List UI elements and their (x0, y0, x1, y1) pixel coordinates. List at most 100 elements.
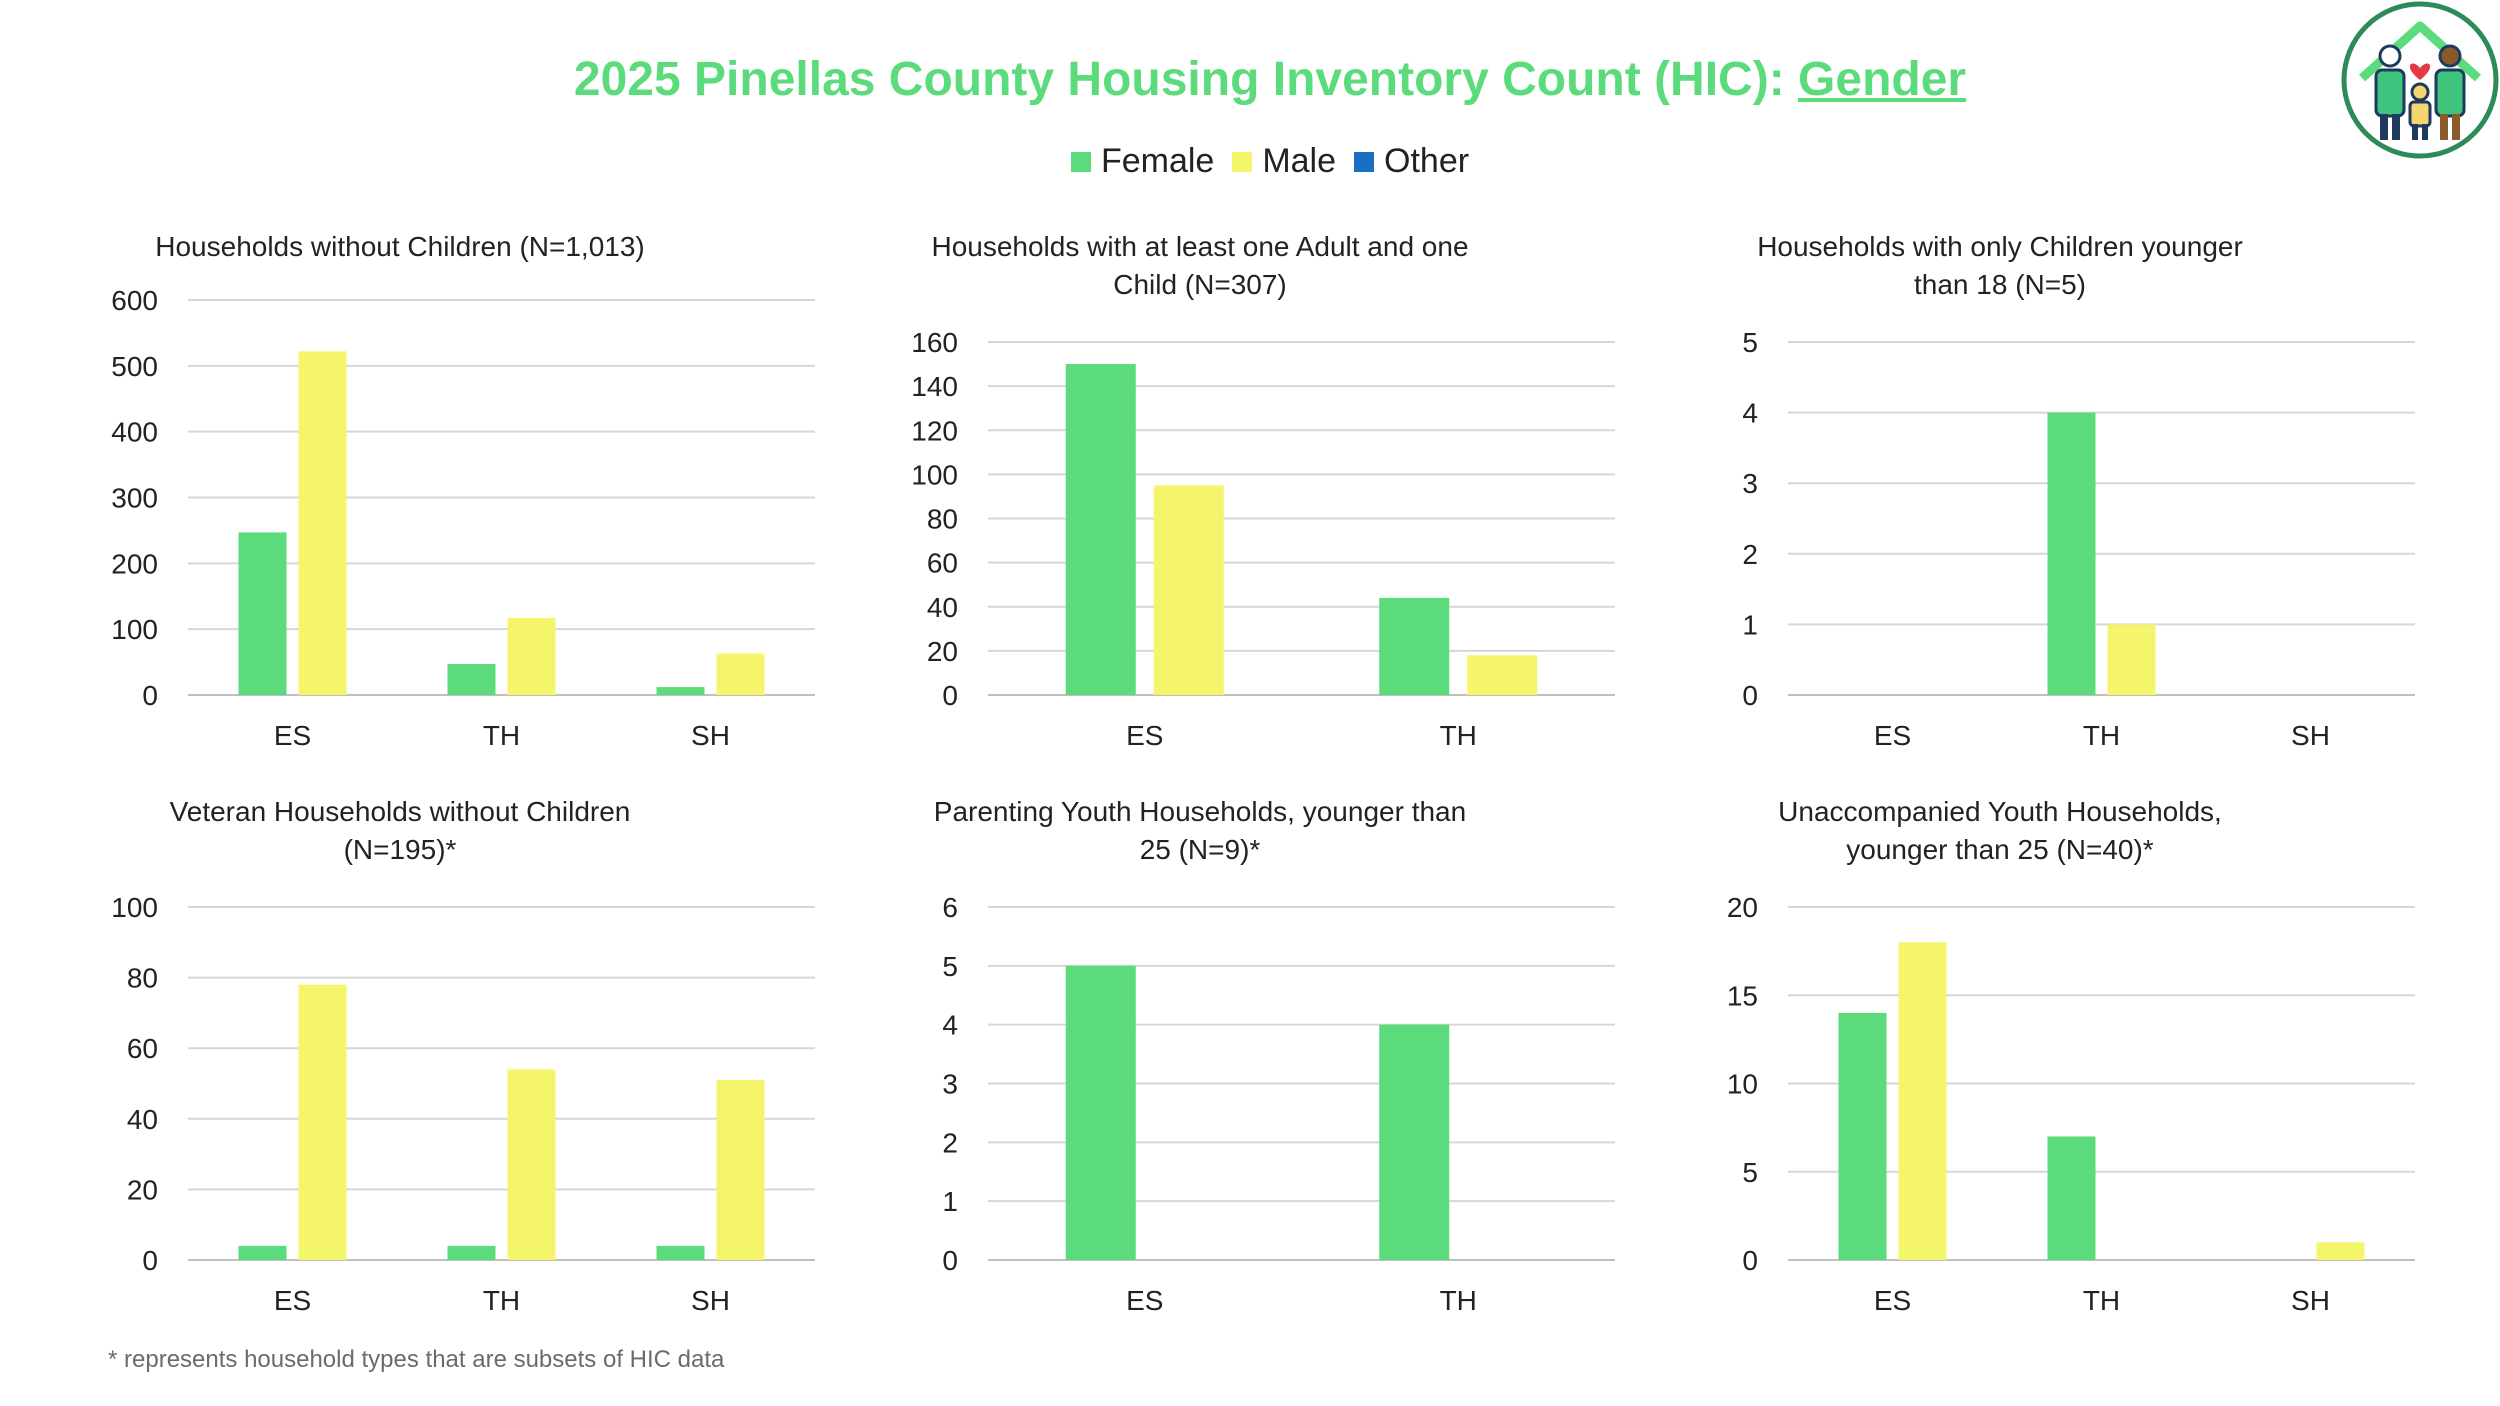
bar-male-sh (2316, 1242, 2365, 1260)
bar-female-es (1838, 1012, 1887, 1260)
page-title: 2025 Pinellas County Housing Inventory C… (0, 52, 2500, 107)
y-tick-label: 5 (942, 951, 958, 982)
title-link[interactable]: Gender (1798, 53, 1967, 106)
y-tick-label: 40 (927, 592, 958, 623)
bar-male-sh (716, 653, 765, 695)
y-tick-label: 4 (942, 1010, 958, 1041)
x-tick-label: SH (2291, 1285, 2330, 1316)
y-tick-label: 500 (111, 351, 158, 382)
bar-female-sh (656, 687, 705, 695)
chart-parenting-youth-households: Parenting Youth Households, younger than… (900, 785, 1640, 1325)
y-tick-label: 0 (1742, 1245, 1758, 1276)
bar-male-sh (716, 1079, 765, 1260)
y-tick-label: 1 (942, 1186, 958, 1217)
y-tick-label: 600 (111, 285, 158, 316)
chart-title-line: Households without Children (N=1,013) (155, 231, 645, 262)
chart-svg-households-without-children: Households without Children (N=1,013) 0 10… (111, 231, 815, 751)
y-tick-label: 80 (927, 504, 958, 535)
y-tick-label: 400 (111, 417, 158, 448)
y-tick-label: 1 (1742, 609, 1758, 640)
y-tick-label: 3 (1742, 468, 1758, 499)
x-tick-label: ES (1874, 1285, 1911, 1316)
bar-male-th (1467, 655, 1538, 695)
legend-swatch-male (1232, 151, 1253, 172)
chart-svg-households-adult-and-child: Households with at least one Adult and o… (911, 231, 1615, 751)
x-tick-label: ES (1126, 1285, 1163, 1316)
chart-title-line: (N=195)* (344, 834, 457, 865)
chart-legend: Female Male Other (0, 142, 2500, 181)
bar-male-th (2107, 624, 2156, 695)
bar-female-th (2047, 1136, 2096, 1260)
legend-item-female: Female (1070, 142, 1215, 181)
x-tick-label: TH (1440, 720, 1477, 751)
legend-item-other: Other (1354, 142, 1469, 181)
y-tick-label: 100 (111, 614, 158, 645)
y-tick-label: 40 (127, 1104, 158, 1135)
y-tick-label: 4 (1742, 398, 1758, 429)
chart-title-line: Veteran Households without Children (170, 796, 631, 827)
bar-male-th (507, 1069, 556, 1260)
bar-female-es (238, 532, 287, 695)
chart-svg-unaccompanied-youth-households: Unaccompanied Youth Households, younger t… (1727, 796, 2415, 1316)
y-tick-label: 140 (911, 371, 958, 402)
y-tick-label: 0 (942, 1245, 958, 1276)
chart-svg-veteran-households: Veteran Households without Children (N=19… (111, 796, 815, 1316)
y-tick-label: 0 (142, 680, 158, 711)
chart-svg-parenting-youth-households: Parenting Youth Households, younger than… (934, 796, 1615, 1316)
bar-female-es (1065, 364, 1136, 695)
bar-male-th (507, 617, 556, 695)
legend-swatch-other (1354, 151, 1375, 172)
y-tick-label: 2 (1742, 539, 1758, 570)
chart-title-line: Parenting Youth Households, younger than (934, 796, 1466, 827)
x-tick-label: TH (1440, 1285, 1477, 1316)
chart-unaccompanied-youth-households: Unaccompanied Youth Households, younger t… (1700, 785, 2440, 1325)
y-tick-label: 20 (1727, 892, 1758, 923)
y-tick-label: 6 (942, 892, 958, 923)
y-tick-label: 10 (1727, 1069, 1758, 1100)
legend-label-other: Other (1384, 142, 1470, 180)
chart-households-without-children: Households without Children (N=1,013) 0 10… (100, 220, 840, 760)
x-tick-label: TH (2083, 720, 2120, 751)
y-tick-label: 20 (927, 636, 958, 667)
legend-swatch-female (1070, 151, 1091, 172)
chart-title-line: Child (N=307) (1113, 269, 1287, 300)
family-house-icon (2341, 1, 2499, 159)
x-tick-label: SH (691, 1285, 730, 1316)
chart-households-adult-and-child: Households with at least one Adult and o… (900, 220, 1640, 760)
y-tick-label: 60 (927, 548, 958, 579)
y-tick-label: 0 (1742, 680, 1758, 711)
x-tick-label: ES (274, 1285, 311, 1316)
bar-female-th (447, 1245, 496, 1260)
bar-male-es (1898, 942, 1947, 1260)
bar-female-sh (656, 1245, 705, 1260)
chart-veteran-households: Veteran Households without Children (N=19… (100, 785, 840, 1325)
bar-male-es (298, 984, 347, 1260)
chart-title-line: Households with only Children younger (1757, 231, 2243, 262)
title-prefix: 2025 Pinellas County Housing Inventory C… (573, 53, 1799, 106)
bar-male-es (1153, 485, 1224, 695)
chart-households-only-children: Households with only Children younger tha… (1700, 220, 2440, 760)
y-tick-label: 2 (942, 1127, 958, 1158)
x-tick-label: TH (2083, 1285, 2120, 1316)
y-tick-label: 0 (942, 680, 958, 711)
legend-label-female: Female (1100, 142, 1215, 180)
bar-female-es (238, 1245, 287, 1260)
chart-svg-households-only-children: Households with only Children younger tha… (1742, 231, 2415, 751)
bar-male-es (298, 351, 347, 695)
y-tick-label: 20 (127, 1174, 158, 1205)
x-tick-label: ES (1874, 720, 1911, 751)
bar-female-th (447, 664, 496, 695)
x-tick-label: TH (483, 720, 520, 751)
bar-female-th (1379, 597, 1450, 695)
y-tick-label: 120 (911, 415, 958, 446)
legend-label-male: Male (1262, 142, 1337, 180)
chart-title-line: than 18 (N=5) (1914, 269, 2086, 300)
x-tick-label: SH (691, 720, 730, 751)
y-tick-label: 160 (911, 327, 958, 358)
chart-title-line: Households with at least one Adult and o… (931, 231, 1468, 262)
y-tick-label: 3 (942, 1069, 958, 1100)
legend-item-male: Male (1232, 142, 1336, 181)
chart-title-line: 25 (N=9)* (1140, 834, 1261, 865)
bar-female-es (1065, 965, 1136, 1260)
bar-female-th (1379, 1024, 1450, 1260)
